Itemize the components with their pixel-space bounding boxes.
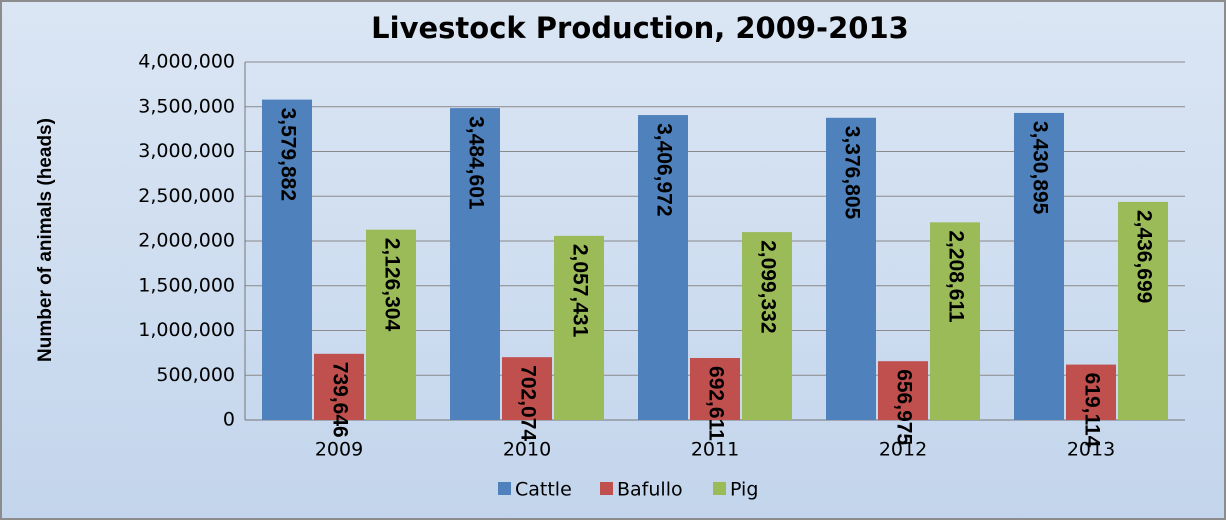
value-label: 619,114	[1080, 373, 1103, 448]
legend-swatch	[498, 482, 511, 495]
value-label: 656,975	[892, 369, 915, 445]
y-tick-label: 1,500,000	[138, 274, 235, 296]
bar	[366, 229, 416, 420]
value-label: 2,057,431	[568, 244, 591, 338]
bar	[262, 99, 312, 421]
bar	[1066, 364, 1116, 420]
y-tick-label: 0	[223, 409, 235, 431]
legend-swatch	[713, 482, 726, 495]
value-label: 3,406,972	[652, 123, 675, 216]
legend-label: Bafullo	[617, 479, 683, 501]
y-axis-title: Number of animals (heads)	[35, 118, 56, 362]
value-label: 2,099,332	[756, 240, 779, 333]
y-tick-label: 3,000,000	[138, 140, 235, 162]
bar	[690, 358, 740, 420]
value-label: 702,074	[516, 365, 539, 441]
value-label: 2,436,699	[1132, 210, 1155, 303]
bar	[1014, 112, 1064, 420]
y-tick-label: 4,000,000	[138, 51, 235, 73]
bar	[1118, 201, 1168, 420]
bar	[878, 361, 928, 420]
chart-title: Livestock Production, 2009-2013	[371, 11, 909, 45]
bar	[314, 353, 364, 420]
bar	[930, 222, 980, 420]
y-tick-label: 3,500,000	[138, 95, 235, 117]
y-tick-label: 1,000,000	[138, 319, 235, 341]
value-label: 3,376,805	[840, 126, 863, 220]
value-label: 2,208,611	[944, 230, 967, 323]
bar	[826, 117, 876, 421]
value-label: 2,126,304	[380, 238, 403, 332]
x-tick-label: 2013	[1067, 439, 1115, 461]
value-label: 692,611	[704, 366, 727, 441]
value-label: 3,430,895	[1028, 121, 1051, 215]
y-tick-label: 500,000	[156, 364, 235, 386]
bar	[554, 235, 604, 420]
y-tick-label: 2,000,000	[138, 230, 235, 252]
value-label: 3,579,882	[276, 108, 299, 201]
y-tick-label: 2,500,000	[138, 185, 235, 207]
x-tick-label: 2011	[691, 439, 739, 461]
x-tick-label: 2009	[315, 439, 363, 461]
x-tick-label: 2010	[503, 439, 551, 461]
x-tick-label: 2012	[879, 439, 927, 461]
bar	[742, 232, 792, 420]
value-label: 739,646	[328, 362, 351, 438]
legend-label: Pig	[730, 479, 758, 501]
legend-label: Cattle	[515, 479, 572, 501]
value-label: 3,484,601	[464, 116, 487, 210]
bar	[502, 357, 552, 420]
bar	[638, 115, 688, 421]
bar	[450, 108, 500, 421]
legend-swatch	[600, 482, 613, 495]
